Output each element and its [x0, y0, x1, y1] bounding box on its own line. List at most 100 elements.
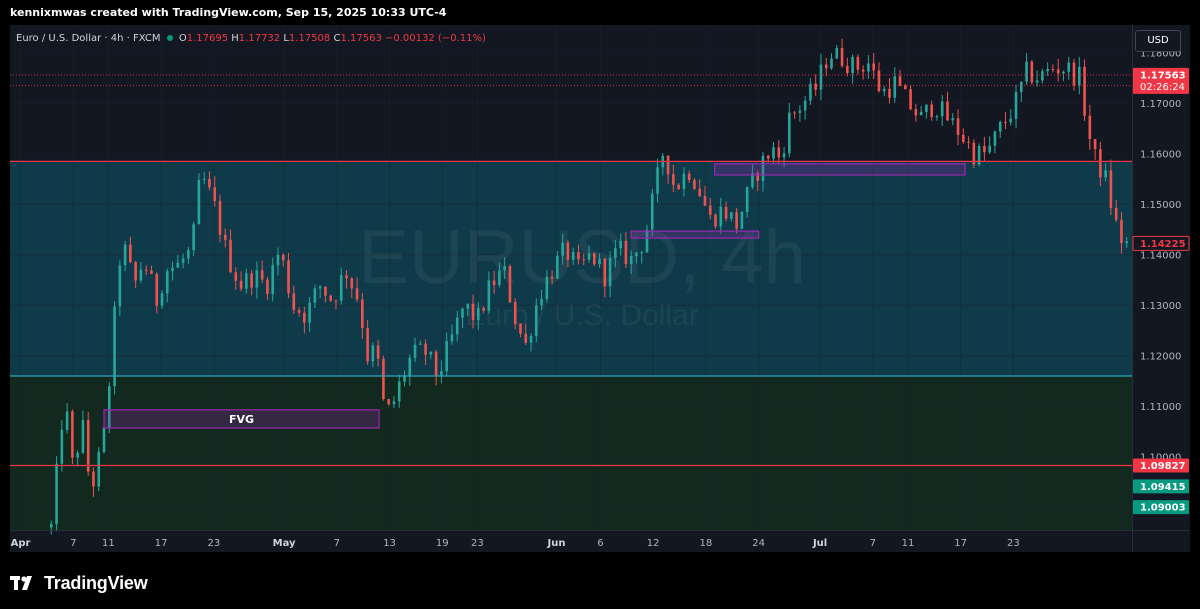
- candle-body: [387, 399, 390, 405]
- candle-body: [107, 386, 111, 428]
- candle-body: [1104, 170, 1107, 178]
- last-price-tag[interactable]: [1133, 67, 1189, 94]
- candle-body: [577, 252, 580, 260]
- candle-body: [1062, 71, 1065, 74]
- candle-body: [334, 300, 338, 302]
- candle-body: [698, 188, 702, 197]
- candle-body: [761, 155, 765, 181]
- candle-body: [1019, 81, 1023, 93]
- candle-body: [556, 255, 559, 279]
- candle-body: [846, 65, 849, 74]
- candle-body: [867, 63, 870, 72]
- change-value: −0.00132 (−0.11%): [385, 33, 486, 44]
- watermark-subtitle: Euro / U.S. Dollar: [465, 299, 698, 332]
- candle-body: [519, 323, 522, 334]
- candle-body: [635, 252, 638, 257]
- price-1.09003[interactable]: [1133, 500, 1189, 515]
- candle-body: [1099, 149, 1102, 178]
- candle-body: [751, 173, 754, 188]
- y-tick-label: 1.14000: [1140, 250, 1181, 261]
- currency-button[interactable]: USD: [1135, 30, 1181, 52]
- candle-body: [798, 110, 802, 113]
- last-price-tag-text: 1.17563: [1140, 70, 1186, 81]
- box-jun-jul[interactable]: [714, 163, 966, 176]
- header-attribution: kennixmwas created with TradingView.com,…: [10, 6, 447, 19]
- symbol-legend: Euro / U.S. Dollar · 4h · FXCM O1.17695 …: [16, 33, 486, 44]
- chart-frame[interactable]: EURUSD, 4h Euro / U.S. Dollar FVG 1.18000 1.…: [10, 25, 1190, 552]
- candle-body: [893, 76, 897, 98]
- candle-body: [540, 298, 543, 306]
- candle-body: [840, 48, 844, 66]
- symbol-title[interactable]: Euro / U.S. Dollar · 4h · FXCM: [16, 33, 161, 44]
- candle-body: [788, 112, 791, 154]
- candle-body: [366, 328, 369, 362]
- price-1.09827[interactable]: [1133, 458, 1189, 473]
- candle-body: [730, 212, 733, 219]
- candle-body: [324, 286, 327, 296]
- candle-body: [888, 88, 891, 98]
- high-label: H: [231, 33, 239, 44]
- candle-body: [292, 293, 296, 311]
- open-label: O: [178, 33, 187, 44]
- candle-body: [550, 276, 554, 279]
- candle-body: [561, 242, 564, 256]
- candle-body: [424, 343, 427, 355]
- candle-body: [197, 179, 201, 225]
- x-tick-label: 7: [334, 538, 340, 549]
- candle-body: [308, 302, 311, 323]
- candle-body: [49, 523, 53, 528]
- green-zone: [10, 375, 1132, 530]
- candle-body: [645, 229, 649, 253]
- candle-body: [429, 351, 433, 355]
- candle-body: [355, 288, 359, 300]
- candle-body: [998, 121, 1002, 132]
- candle-body: [988, 145, 991, 153]
- x-tick-label: 12: [647, 538, 660, 549]
- candle-body: [851, 56, 854, 74]
- x-tick-label: 17: [954, 538, 967, 549]
- candle-body: [925, 104, 928, 112]
- x-tick-label: Jul: [812, 538, 827, 549]
- price-1.09415[interactable]: [1133, 479, 1189, 494]
- candle-body: [192, 224, 195, 251]
- candle-body: [445, 341, 448, 372]
- x-tick-label: 23: [1007, 538, 1020, 549]
- candle-body: [287, 260, 290, 294]
- candle-body: [619, 240, 622, 249]
- x-tick-label: May: [273, 538, 296, 549]
- close-value: 1.17563: [340, 33, 382, 44]
- candle-body: [566, 242, 570, 260]
- candle-body: [972, 142, 976, 165]
- candle-body: [503, 266, 506, 271]
- candle-body: [397, 381, 401, 402]
- candle-body: [719, 206, 723, 227]
- open-value: 1.17695: [186, 33, 229, 44]
- candle-body: [735, 212, 738, 229]
- candle-body: [477, 307, 480, 321]
- price-1.14225[interactable]: [1132, 235, 1190, 251]
- candle-body: [508, 266, 512, 303]
- candle-body: [223, 234, 227, 240]
- box-jun[interactable]: [630, 230, 760, 239]
- candle-body: [534, 305, 538, 336]
- y-tick-label: 1.18000: [1140, 48, 1181, 59]
- candle-body: [150, 270, 153, 274]
- candle-body: [814, 83, 817, 90]
- candle-body: [835, 48, 839, 59]
- candle-body: [345, 275, 348, 279]
- fvg-box[interactable]: [103, 409, 380, 429]
- last-price-tag-countdown: 02:26:24: [1140, 82, 1185, 93]
- candle-body: [1125, 241, 1129, 244]
- candle-body: [977, 145, 981, 165]
- candle-body: [640, 252, 644, 254]
- candle-body: [1014, 92, 1018, 119]
- watermark-title: EURUSD, 4h: [358, 215, 806, 300]
- candle-body: [529, 335, 533, 343]
- candle-body: [1120, 219, 1123, 244]
- candle-body: [545, 276, 549, 299]
- candle-body: [1056, 69, 1060, 74]
- candle-body: [92, 471, 95, 487]
- candle-body: [65, 411, 69, 430]
- candle-body: [909, 89, 912, 110]
